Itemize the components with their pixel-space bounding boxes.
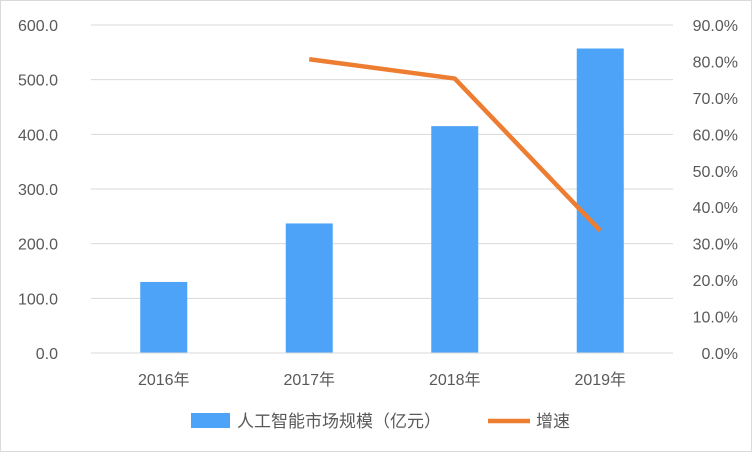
- right-tick-label: 80.0%: [693, 54, 738, 71]
- category-labels: 2016年 2017年 2018年 2019年: [138, 371, 626, 389]
- left-tick-label: 600.0: [18, 18, 58, 35]
- line-series: [308, 57, 602, 233]
- left-tick-label: 300.0: [18, 182, 58, 199]
- right-axis-tick-labels: 0.0% 10.0% 20.0% 30.0% 40.0% 50.0% 60.0% 70.0% 8…: [693, 18, 738, 363]
- category-label: 2019年: [574, 371, 626, 389]
- bar-2016年: [140, 281, 188, 353]
- legend: 人工智能市场规模（亿元） 增速: [191, 412, 570, 431]
- bar-2019年: [576, 48, 624, 354]
- category-label: 2017年: [283, 371, 335, 389]
- right-tick-label: 0.0%: [702, 346, 738, 363]
- bar-2018年: [431, 126, 479, 353]
- right-tick-label: 90.0%: [693, 18, 738, 35]
- category-label: 2016年: [138, 371, 190, 389]
- right-tick-label: 70.0%: [693, 91, 738, 108]
- left-axis-tick-labels: 0.0 100.0 200.0 300.0 400.0 500.0 600.0: [18, 18, 58, 363]
- right-tick-label: 30.0%: [693, 237, 738, 254]
- right-tick-label: 10.0%: [693, 310, 738, 327]
- left-tick-label: 0.0: [36, 346, 58, 363]
- legend-line-label: 增速: [536, 412, 570, 431]
- left-tick-label: 100.0: [18, 291, 58, 308]
- left-tick-label: 200.0: [18, 237, 58, 254]
- right-tick-label: 50.0%: [693, 164, 738, 181]
- right-tick-label: 60.0%: [693, 127, 738, 144]
- left-tick-label: 400.0: [18, 127, 58, 144]
- gridlines: [91, 24, 673, 299]
- bar-2017年: [285, 223, 333, 353]
- bar-series: [140, 48, 624, 354]
- legend-bar-swatch: [191, 413, 230, 428]
- right-tick-label: 20.0%: [693, 273, 738, 290]
- right-tick-label: 40.0%: [693, 200, 738, 217]
- category-label: 2018年: [429, 371, 481, 389]
- left-tick-label: 500.0: [18, 73, 58, 90]
- legend-bar-label: 人工智能市场规模（亿元）: [237, 412, 441, 431]
